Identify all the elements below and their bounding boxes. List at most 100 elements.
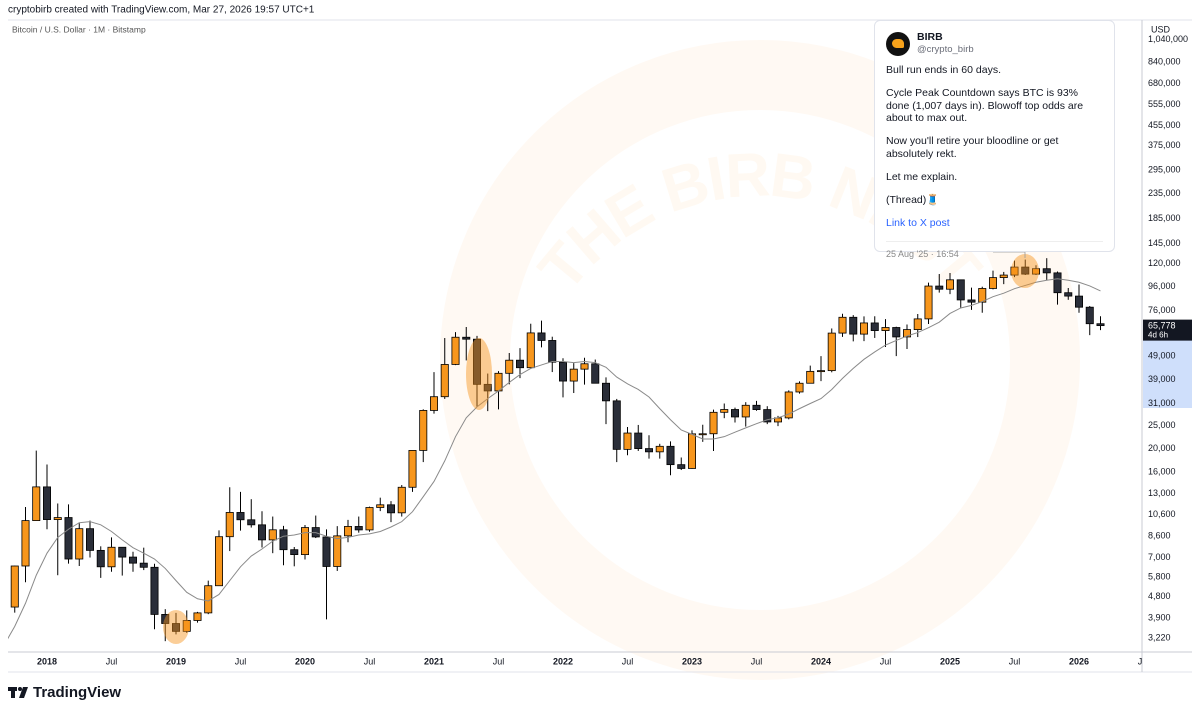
candle-body — [64, 517, 73, 560]
candle-body — [731, 409, 740, 418]
candle-body — [182, 620, 191, 632]
candle-body — [602, 382, 611, 402]
x-tick-label: 2022 — [553, 656, 573, 666]
candle-body — [343, 526, 352, 537]
candle-body — [118, 546, 127, 558]
x-tick-label: 2025 — [940, 656, 960, 666]
logo: TradingView — [8, 684, 121, 701]
x-tick-label: 2021 — [424, 656, 444, 666]
y-axis: 1,040,000 840,000 680,000 555,000 455,000 375… — [1143, 34, 1192, 642]
y-tick-label: 31,000 — [1148, 398, 1176, 408]
author-name: BIRB — [917, 31, 943, 43]
candle-body — [1010, 266, 1019, 276]
candle-body — [698, 433, 707, 436]
candle-body — [537, 332, 546, 341]
candle-body — [591, 363, 600, 384]
candle-body — [612, 400, 621, 450]
y-tick-label: 185,000 — [1148, 213, 1181, 223]
tweet-link[interactable]: Link to X post — [886, 216, 950, 229]
candle-body — [526, 332, 535, 369]
candle-body — [956, 279, 965, 301]
y-tick-label: 840,000 — [1148, 56, 1181, 66]
candle-body — [247, 519, 256, 526]
candle-body — [967, 299, 976, 303]
candle-body — [32, 486, 41, 522]
tweet-text: Cycle Peak Countdown says BTC is 93% don… — [886, 87, 1084, 124]
candle-body — [86, 528, 95, 551]
candle-body — [989, 277, 998, 289]
candle-body — [881, 327, 890, 331]
candle-body — [494, 372, 503, 392]
candle-body — [386, 504, 395, 514]
candle-body — [161, 614, 170, 624]
candle-body — [429, 396, 438, 411]
candle-body — [225, 512, 234, 538]
tweet-text: Bull run ends in 60 days. — [886, 64, 1001, 76]
candle-body — [623, 432, 632, 450]
x-tick-label: Jul — [1138, 656, 1150, 666]
candle-body — [709, 411, 718, 435]
highlight — [1011, 254, 1039, 288]
candle-body — [569, 368, 578, 382]
candle-body — [935, 285, 944, 290]
candle-body — [408, 450, 417, 488]
candle-body — [322, 536, 331, 567]
candle-body — [279, 529, 288, 551]
y-tick-label: 10,600 — [1148, 509, 1176, 519]
candle-body — [21, 520, 30, 567]
avatar — [886, 31, 910, 56]
tweet-date: 25 Aug '25 · 16:54 — [886, 241, 1103, 261]
candle-body — [806, 370, 815, 384]
tweet-header: BIRB @crypto_birb — [886, 31, 1103, 56]
x-tick-label: 2024 — [811, 656, 831, 666]
last-price: 65,778 — [1148, 320, 1176, 330]
tweet-text: (Thread)🧵 — [886, 193, 940, 206]
y-tick-label: 25,000 — [1148, 420, 1176, 430]
currency: USD — [1151, 24, 1171, 34]
candle-body — [96, 549, 105, 568]
candle-body — [1096, 323, 1105, 327]
credit: cryptobirb created with TradingView.com,… — [8, 5, 315, 16]
candle-body — [333, 535, 342, 567]
y-tick-label: 20,000 — [1148, 443, 1176, 453]
x-tick-label: Jul — [493, 656, 505, 666]
candle-body — [236, 512, 245, 521]
x-tick-label: 2026 — [1069, 656, 1089, 666]
highlight — [466, 338, 492, 410]
y-tick-label: 3,220 — [1148, 632, 1171, 642]
candle-body — [999, 274, 1008, 279]
x-tick-label: Jul — [880, 656, 892, 666]
y-tick-label: 680,000 — [1148, 78, 1181, 88]
x-tick-label: 2023 — [682, 656, 702, 666]
moving-average — [8, 278, 1101, 640]
x-tick-label: Jul — [1009, 656, 1021, 666]
candle-body — [472, 338, 481, 385]
x-tick-label: Jul — [622, 656, 634, 666]
candle-body — [860, 322, 869, 335]
y-tick-label: 8,600 — [1148, 531, 1171, 541]
candle-body — [290, 549, 299, 556]
y-tick-label: 4,800 — [1148, 591, 1171, 601]
candle-body — [634, 432, 643, 449]
candle-body — [688, 433, 697, 469]
candle-body — [655, 445, 664, 453]
candle-body — [720, 409, 729, 413]
y-tick-label: 16,000 — [1148, 466, 1176, 476]
y-tick-label: 375,000 — [1148, 140, 1181, 150]
candle-body — [257, 524, 266, 541]
x-tick-label: Jul — [106, 656, 118, 666]
logo-shape — [18, 687, 22, 691]
y-tick-label: 76,000 — [1148, 305, 1176, 315]
tweet-text: Now you'll retire your bloodline or get … — [886, 135, 1059, 160]
candle-body — [580, 363, 589, 370]
candle-body — [946, 279, 955, 290]
candle-body — [1032, 268, 1041, 275]
candle-body — [1053, 272, 1062, 294]
author: BIRB @crypto_birb — [917, 31, 974, 56]
candle-body — [376, 504, 385, 508]
y-tick-label: 455,000 — [1148, 120, 1181, 130]
candle-body — [440, 364, 449, 398]
y-tick-label: 5,800 — [1148, 571, 1171, 581]
y-tick-label: 96,000 — [1148, 281, 1176, 291]
